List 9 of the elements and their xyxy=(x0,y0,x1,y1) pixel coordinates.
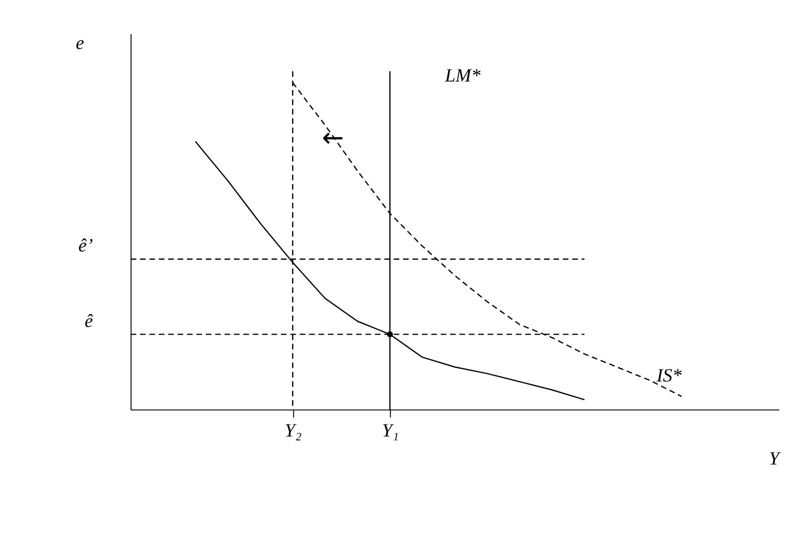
x-tick-label: Y₂ xyxy=(284,420,302,442)
x-axis-title: Y xyxy=(768,448,782,470)
series-label: IS* xyxy=(656,365,682,386)
series-label: ê’ xyxy=(78,236,94,257)
x-tick-label: Y₁ xyxy=(382,420,399,442)
y-axis-title: e xyxy=(76,33,84,54)
annotation: ← xyxy=(322,123,344,154)
annotation: LM* xyxy=(444,66,482,87)
series-label: ê xyxy=(84,310,94,332)
